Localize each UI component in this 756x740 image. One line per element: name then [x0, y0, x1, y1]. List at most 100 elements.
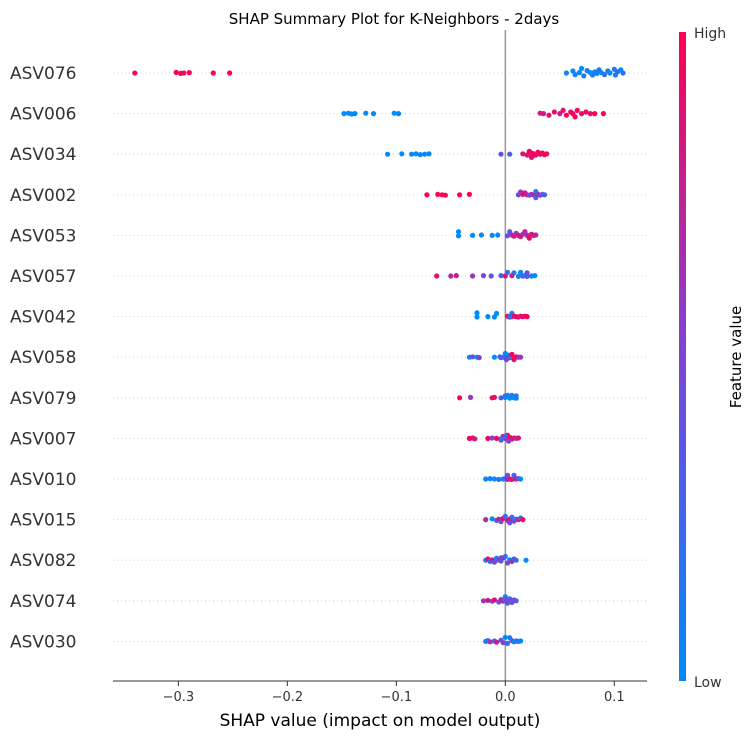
- shap-point: [526, 235, 532, 241]
- shap-point: [504, 269, 511, 275]
- shap-point: [495, 232, 501, 238]
- feature-label-asv015: ASV015: [10, 511, 77, 531]
- shap-point: [513, 598, 519, 604]
- shap-point: [524, 314, 530, 320]
- feature-label-asv030: ASV030: [10, 632, 77, 652]
- shap-point: [520, 151, 526, 157]
- shap-point: [485, 314, 491, 320]
- shap-point: [478, 232, 484, 238]
- shap-point: [560, 107, 566, 113]
- shap-point: [341, 111, 347, 117]
- shap-point: [522, 230, 528, 236]
- colorbar: [679, 32, 686, 681]
- x-tick-label: −0.1: [381, 690, 413, 705]
- shap-point: [498, 355, 504, 361]
- shap-point: [518, 354, 524, 360]
- shap-point: [352, 111, 358, 117]
- shap-point: [579, 65, 585, 72]
- shap-point: [385, 151, 391, 157]
- shap-point: [455, 229, 462, 235]
- colorbar-title: Feature value: [727, 306, 745, 408]
- shap-point: [186, 70, 192, 76]
- shap-point: [509, 514, 515, 520]
- shap-point: [470, 273, 476, 279]
- shap-point: [563, 112, 570, 118]
- shap-point: [487, 476, 493, 482]
- x-tick-label: 0.0: [495, 690, 516, 705]
- shap-point: [498, 555, 504, 561]
- feature-label-asv079: ASV079: [10, 389, 77, 409]
- shap-point: [457, 192, 463, 198]
- shap-point: [494, 639, 500, 645]
- feature-label-asv082: ASV082: [10, 551, 77, 571]
- chart-title: SHAP Summary Plot for K-Neighbors - 2day…: [229, 10, 560, 28]
- shap-point: [181, 70, 187, 76]
- feature-label-asv076: ASV076: [10, 64, 77, 84]
- shap-point: [442, 192, 448, 198]
- shap-point: [496, 476, 502, 482]
- shap-point: [504, 233, 511, 239]
- shap-point: [210, 70, 216, 76]
- shap-point: [485, 435, 491, 441]
- shap-point: [489, 516, 495, 522]
- shap-point: [474, 314, 480, 320]
- shap-point: [546, 112, 552, 118]
- shap-point: [520, 191, 526, 197]
- shap-point: [509, 351, 515, 357]
- shap-point: [518, 476, 524, 482]
- shap-point: [502, 394, 508, 400]
- shap-point: [518, 638, 524, 644]
- shap-point: [520, 517, 526, 523]
- feature-label-asv042: ASV042: [10, 308, 77, 328]
- shap-point: [515, 273, 522, 279]
- feature-label-asv057: ASV057: [10, 267, 77, 287]
- shap-point: [498, 436, 504, 442]
- feature-label-asv034: ASV034: [10, 145, 77, 165]
- shap-point: [563, 70, 570, 76]
- shap-point: [472, 436, 478, 442]
- shap-point: [498, 151, 504, 157]
- shap-point: [544, 151, 550, 157]
- shap-point: [483, 476, 489, 482]
- shap-point: [466, 191, 472, 197]
- shap-point: [601, 72, 608, 78]
- shap-point: [476, 355, 482, 361]
- shap-point: [489, 435, 495, 441]
- feature-rows: ASV076 ASV006 ASV034 ASV002 ASV053 ASV057 ASV0…: [10, 64, 647, 652]
- shap-point: [491, 476, 497, 482]
- shap-point: [572, 72, 578, 78]
- x-tick-label: −0.3: [163, 690, 195, 705]
- shap-point: [467, 394, 474, 400]
- shap-point: [470, 232, 476, 238]
- shap-point: [579, 111, 585, 117]
- shap-point: [551, 109, 558, 115]
- shap-point: [370, 111, 377, 117]
- shap-point: [502, 553, 508, 560]
- feature-label-asv074: ASV074: [10, 592, 77, 612]
- shap-point: [435, 191, 441, 197]
- shap-point: [507, 520, 513, 526]
- feature-label-asv010: ASV010: [10, 470, 77, 490]
- shap-point: [576, 70, 583, 76]
- shap-point: [572, 114, 578, 120]
- shap-point: [502, 513, 508, 520]
- shap-point: [488, 273, 494, 279]
- shap-point: [457, 395, 463, 401]
- shap-point: [500, 640, 506, 646]
- shap-point: [587, 111, 593, 117]
- shap-point: [532, 273, 538, 279]
- shap-point: [399, 151, 405, 157]
- scatter-points: [132, 65, 626, 647]
- shap-point: [524, 270, 530, 276]
- shap-point: [470, 354, 476, 360]
- shap-point: [395, 111, 402, 117]
- shap-point: [498, 395, 504, 401]
- shap-point: [480, 598, 487, 604]
- shap-point: [487, 639, 493, 645]
- shap-point: [413, 151, 419, 157]
- shap-point: [524, 273, 530, 279]
- shap-point: [494, 435, 500, 441]
- shap-point: [540, 111, 547, 117]
- shap-point: [227, 70, 233, 76]
- shap-point: [448, 273, 454, 279]
